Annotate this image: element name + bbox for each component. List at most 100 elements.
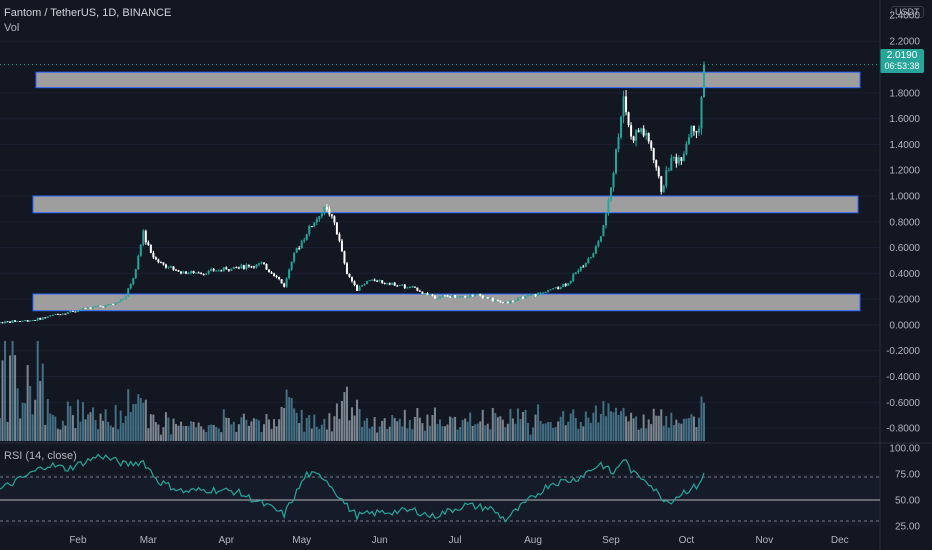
candle-body: [144, 230, 147, 243]
volume-bar: [439, 419, 441, 441]
candle-body: [378, 280, 381, 282]
time-tick-label: Apr: [219, 535, 235, 546]
volume-bar: [4, 341, 7, 441]
volume-bar: [137, 394, 140, 441]
candle-body: [333, 216, 336, 223]
candle-body: [232, 266, 235, 269]
candle-body: [391, 282, 394, 285]
volume-bar: [41, 363, 44, 441]
volume-bar: [215, 426, 218, 441]
candle-body: [529, 294, 532, 296]
candle-body: [491, 297, 494, 302]
candle-body: [441, 295, 444, 297]
volume-bar: [584, 411, 587, 441]
candle-body: [413, 286, 416, 288]
candle-body: [630, 125, 633, 137]
volume-bar: [185, 425, 188, 441]
volume-bar: [423, 430, 426, 441]
volume-bar: [245, 419, 248, 441]
volume-bar: [338, 418, 341, 441]
candle-body: [250, 266, 253, 268]
candle-body: [295, 247, 298, 253]
volume-bar: [205, 432, 208, 441]
volume-bar: [456, 429, 459, 441]
candle-body: [381, 280, 384, 283]
candle-body: [406, 287, 409, 289]
volume-bar: [386, 429, 389, 441]
candle-body: [617, 137, 620, 150]
volume-bar: [139, 397, 142, 441]
candle-body: [117, 302, 120, 304]
volume-bar: [303, 431, 306, 441]
candle-body: [547, 290, 550, 292]
volume-bar: [69, 406, 72, 441]
candle-body: [484, 297, 487, 299]
support-resistance-zones[interactable]: [32, 71, 861, 312]
symbol-title[interactable]: Fantom / TetherUS, 1D, BINANCE: [4, 7, 172, 19]
candle-body: [31, 319, 34, 321]
candle-body: [313, 222, 316, 227]
candle-body: [132, 278, 135, 285]
candle-body: [433, 295, 436, 299]
price-tick-label: 0.0000: [889, 320, 920, 331]
volume-bar: [232, 421, 235, 441]
volume-bar: [240, 417, 243, 441]
volume-bar: [235, 431, 238, 441]
volume-bar: [431, 415, 434, 441]
candle-body: [162, 262, 165, 265]
volume-bar: [175, 423, 177, 441]
volume-label[interactable]: Vol: [4, 22, 20, 34]
volume-bar: [26, 365, 29, 441]
candle-body: [154, 257, 157, 260]
candle-body: [376, 280, 379, 282]
volume-bar: [76, 399, 79, 441]
rsi-label[interactable]: RSI (14, close): [4, 450, 77, 462]
candle-body: [51, 314, 54, 316]
candle-body: [185, 271, 188, 274]
candle-body: [114, 302, 117, 305]
volume-bar: [112, 427, 115, 441]
currency-badge[interactable]: USDT: [891, 6, 924, 18]
candle-body: [164, 264, 167, 268]
volume-bar: [127, 389, 130, 441]
volume-bar: [697, 417, 700, 441]
volume-bar: [225, 417, 228, 441]
volume-bar: [109, 425, 112, 441]
candle-body: [172, 266, 175, 270]
volume-bar: [328, 413, 331, 441]
candle-body: [594, 246, 597, 254]
volume-bar: [99, 413, 102, 441]
volume-bar: [577, 428, 580, 441]
volume-bar: [0, 417, 1, 441]
volume-bar: [343, 392, 346, 441]
volume-bar: [549, 422, 552, 441]
candle-body: [511, 300, 514, 302]
volume-bar: [34, 399, 37, 441]
candle-body: [34, 319, 37, 321]
candle-body: [318, 216, 321, 220]
price-axis[interactable]: 2.2000 1.8000 1.6000 1.4000 1.2000 1.0000 0.80…: [886, 10, 920, 532]
candle-body: [582, 266, 585, 268]
volume-bar: [501, 419, 504, 441]
volume-bar: [290, 398, 293, 441]
volume-bar: [516, 408, 519, 441]
candle-body: [632, 136, 635, 141]
candle-body: [210, 269, 213, 272]
candle-body: [451, 295, 454, 298]
time-axis[interactable]: Feb Mar Apr May Jun Jul Aug Sep Oct Nov Dec: [69, 535, 848, 546]
candle-body: [361, 285, 364, 287]
volume-bar: [250, 421, 253, 441]
volume-bar: [270, 429, 273, 441]
candle-body: [667, 170, 670, 172]
volume-bar: [426, 414, 429, 441]
volume-bar: [142, 402, 145, 441]
volume-bar: [195, 427, 198, 441]
volume-bar: [408, 419, 411, 441]
candle-body: [524, 296, 527, 299]
price-tick-label: -0.8000: [886, 424, 920, 435]
candle-body: [119, 299, 122, 303]
candle-body: [501, 302, 504, 304]
volume-bar: [589, 422, 592, 441]
candle-body: [298, 247, 301, 249]
